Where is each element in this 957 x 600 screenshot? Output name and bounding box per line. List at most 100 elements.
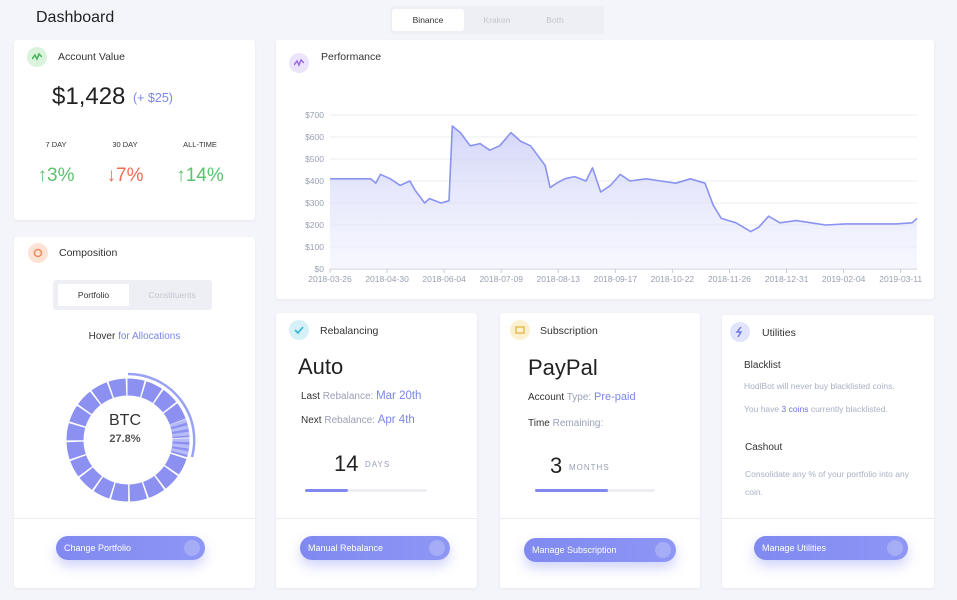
hover-hint: Hover for Allocations bbox=[14, 331, 255, 342]
time-remaining: Time Remaining: bbox=[528, 418, 603, 429]
area bbox=[330, 126, 917, 269]
text: currently blacklisted. bbox=[810, 404, 888, 414]
value: Pre-paid bbox=[594, 391, 636, 403]
card-title: Rebalancing bbox=[320, 325, 379, 337]
remaining-value: 3 bbox=[550, 453, 563, 478]
icon bbox=[289, 53, 309, 73]
tab[interactable]: Portfolio bbox=[58, 284, 129, 306]
sublabel: Remaining: bbox=[552, 418, 604, 429]
button-label: Change Portfolio bbox=[64, 543, 132, 553]
hint-text: Hover bbox=[88, 331, 116, 342]
remaining-unit: MONTHS bbox=[569, 463, 610, 472]
sublabel: Rebalance: bbox=[324, 415, 375, 426]
button[interactable]: Manual Rebalance bbox=[300, 536, 450, 560]
account-change: (+ $25) bbox=[133, 91, 173, 105]
icon bbox=[27, 47, 47, 67]
performance-chart: $0 $100 $200 $300 $400 $500 $600 $700 2018-03-26… bbox=[305, 110, 922, 284]
button-arrow bbox=[429, 540, 445, 556]
tab[interactable]: Kraken bbox=[483, 15, 511, 25]
x-tick-label: 2018-03-26 bbox=[308, 274, 352, 284]
button[interactable]: Manage Subscription bbox=[524, 538, 676, 562]
tab[interactable]: Constituents bbox=[148, 290, 196, 300]
hint-link: for Allocations bbox=[118, 331, 181, 342]
mode: Auto bbox=[298, 354, 344, 379]
composition-card: Composition Portfolio Constituents Hover… bbox=[14, 237, 255, 588]
y-tick-label: $300 bbox=[305, 198, 324, 208]
page-title: Dashboard bbox=[36, 9, 115, 26]
tab[interactable]: Both bbox=[546, 15, 564, 25]
y-tick-label: $200 bbox=[305, 220, 324, 230]
icon-glyph bbox=[294, 326, 304, 335]
value: Mar 20th bbox=[376, 390, 422, 402]
button-label: Manage Subscription bbox=[532, 545, 617, 555]
button[interactable]: Manage Utilities bbox=[754, 536, 908, 560]
x-tick-label: 2018-06-04 bbox=[422, 274, 466, 284]
card-title: Utilities bbox=[762, 327, 796, 339]
section-title: Cashout bbox=[745, 442, 783, 453]
tab[interactable]: Binance bbox=[392, 9, 464, 31]
y-tick-label: $400 bbox=[305, 176, 324, 186]
separator bbox=[276, 518, 477, 519]
blacklist-count: You have 3 coins currently blacklisted. bbox=[744, 404, 888, 414]
y-tick-label: $600 bbox=[305, 132, 324, 142]
line bbox=[330, 125, 918, 233]
period-label: ALL-TIME bbox=[183, 140, 217, 149]
progress-track bbox=[305, 489, 427, 492]
utilities-card: Utilities Blacklist HodlBot will never b… bbox=[722, 315, 934, 588]
card-title: Subscription bbox=[540, 325, 598, 337]
y-tick-label: $100 bbox=[305, 242, 324, 252]
icon-glyph bbox=[33, 248, 43, 258]
countdown: 14 bbox=[334, 451, 359, 476]
button-label: Manage Utilities bbox=[762, 543, 827, 553]
icon bbox=[730, 322, 750, 342]
button-label: Manual Rebalance bbox=[308, 543, 384, 553]
button-arrow bbox=[184, 540, 200, 556]
y-tick-label: $700 bbox=[305, 110, 324, 120]
x-tick-label: 2019-02-04 bbox=[822, 274, 866, 284]
progress-fill bbox=[535, 489, 608, 492]
selected-arc bbox=[127, 372, 196, 458]
sublabel: Type: bbox=[566, 392, 592, 403]
text: You have bbox=[744, 404, 780, 414]
period-label: 30 DAY bbox=[112, 140, 138, 149]
x-tick-label: 2019-03-11 bbox=[879, 274, 922, 284]
y-tick-label: $0 bbox=[315, 264, 325, 274]
label: Next bbox=[301, 415, 322, 426]
icon-glyph bbox=[32, 52, 42, 61]
next-rebalance: Next Rebalance: Apr 4th bbox=[301, 414, 415, 426]
provider: PayPal bbox=[528, 355, 598, 380]
section-text: HodlBot will never buy blacklisted coins… bbox=[744, 381, 895, 391]
icon bbox=[510, 320, 530, 340]
section-text: Consolidate any % of your portfolio into… bbox=[745, 469, 909, 497]
button[interactable]: Change Portfolio bbox=[56, 536, 205, 560]
card-title: Account Value bbox=[58, 51, 125, 63]
composition-tabs: Portfolio Constituents bbox=[53, 280, 212, 310]
center-value: 27.8% bbox=[109, 433, 140, 445]
countdown-unit: DAYS bbox=[365, 460, 391, 469]
value: Apr 4th bbox=[377, 414, 415, 426]
period-change: ↑14% bbox=[176, 165, 224, 186]
icon bbox=[28, 243, 48, 263]
button-arrow bbox=[887, 540, 903, 556]
rebalancing-card: Rebalancing Auto Last Rebalance: Mar 20t… bbox=[276, 313, 477, 588]
account-type: Account Type: Pre-paid bbox=[528, 391, 636, 403]
separator bbox=[14, 518, 255, 519]
x-tick-label: 2018-11-26 bbox=[708, 274, 751, 284]
label: Account bbox=[528, 392, 565, 403]
separator bbox=[722, 518, 934, 519]
period-change: ↓7% bbox=[106, 165, 144, 186]
allocation-donut: BTC 27.8% bbox=[66, 372, 196, 502]
y-tick-label: $500 bbox=[305, 154, 324, 164]
x-tick-label: 2018-08-13 bbox=[537, 274, 581, 284]
x-tick-label: 2018-09-17 bbox=[594, 274, 638, 284]
period-label: 7 DAY bbox=[45, 140, 67, 149]
button-arrow bbox=[655, 542, 671, 558]
icon bbox=[289, 320, 309, 340]
link[interactable]: 3 coins bbox=[781, 404, 809, 414]
period-change: ↑3% bbox=[37, 165, 75, 186]
last-rebalance: Last Rebalance: Mar 20th bbox=[301, 390, 421, 402]
x-tick-label: 2018-10-22 bbox=[651, 274, 695, 284]
icon-glyph bbox=[735, 327, 743, 337]
progress-fill bbox=[305, 489, 348, 492]
progress-track bbox=[535, 489, 655, 492]
